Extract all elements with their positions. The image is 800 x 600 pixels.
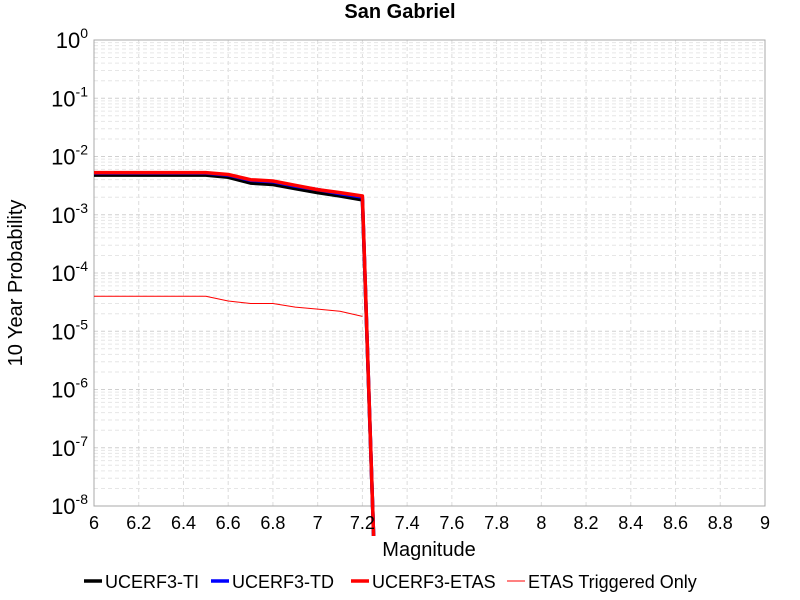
y-tick-label: 10-1	[51, 83, 88, 111]
y-tick-labels: 100 10-1 10-2 10-3 10-4 10-5 10-6 10-7 10-8	[51, 25, 88, 519]
x-tick-label: 7.8	[484, 513, 509, 533]
x-tick-label: 7.6	[439, 513, 464, 533]
y-tick-label: 10-5	[51, 316, 88, 344]
series-line-ucerf3-etas	[94, 170, 376, 537]
x-tick-label: 9	[760, 513, 770, 533]
x-tick-labels: 6 6.2 6.4 6.6 6.8 7 7.2 7.4 7.6 7.8 8 8.2 8.4 8.6 8.8 9	[89, 513, 770, 533]
series-layer	[94, 170, 376, 537]
x-tick-label: 7	[313, 513, 323, 533]
y-axis-label: 10 Year Probability	[5, 200, 27, 367]
x-axis-label: Magnitude	[382, 539, 475, 561]
y-tick-label: 10-7	[51, 433, 88, 461]
y-tick-label: 10-8	[51, 491, 88, 519]
y-tick-label: 100	[56, 25, 88, 53]
x-tick-label: 6.8	[260, 513, 285, 533]
plot-frame	[93, 39, 766, 507]
legend-label: UCERF3-TI	[105, 572, 199, 592]
y-tick-label: 10-6	[51, 375, 88, 403]
x-tick-label: 6.2	[126, 513, 151, 533]
series-line-ucerf3-td	[94, 171, 376, 537]
x-tick-label: 8.6	[663, 513, 688, 533]
chart-title: San Gabriel	[344, 1, 455, 23]
y-tick-label: 10-2	[51, 142, 88, 170]
y-tick-label: 10-3	[51, 200, 88, 228]
legend: UCERF3-TI UCERF3-TD UCERF3-ETAS ETAS Trigge…	[84, 572, 697, 592]
x-tick-label: 6.6	[216, 513, 241, 533]
x-tick-label: 6.4	[171, 513, 196, 533]
x-tick-label: 8	[536, 513, 546, 533]
x-tick-label: 8.4	[618, 513, 643, 533]
x-tick-label: 7.2	[350, 513, 375, 533]
x-tick-label: 8.2	[574, 513, 599, 533]
y-tick-label: 10-4	[51, 258, 88, 286]
legend-label: UCERF3-TD	[232, 572, 334, 592]
grid	[93, 40, 766, 507]
series-line-ucerf3-ti	[94, 173, 376, 537]
x-tick-label: 6	[89, 513, 99, 533]
x-tick-label: 7.4	[395, 513, 420, 533]
legend-label: ETAS Triggered Only	[528, 572, 697, 592]
legend-label: UCERF3-ETAS	[372, 572, 496, 592]
series-line-etas-triggered-only	[94, 295, 363, 317]
x-tick-label: 8.8	[708, 513, 733, 533]
